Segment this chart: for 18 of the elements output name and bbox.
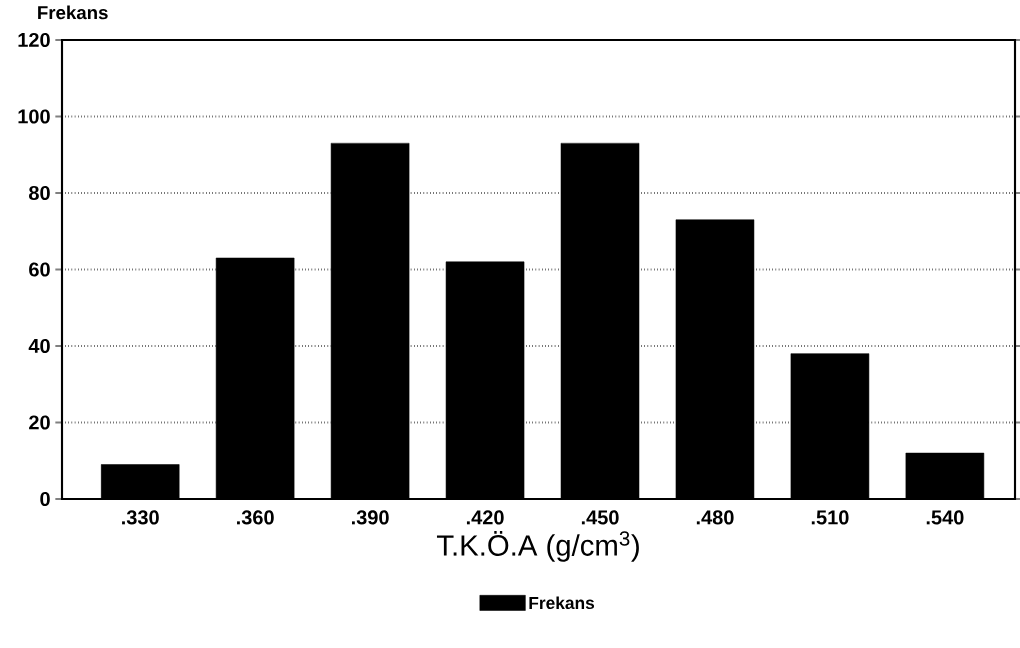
y-tick-label: 80 xyxy=(29,185,50,201)
x-tick-label: .420 xyxy=(466,510,504,525)
y-tick-label: 60 xyxy=(29,262,50,277)
x-tick-label: .480 xyxy=(696,510,734,525)
x-tick-label: .390 xyxy=(351,510,389,525)
y-tick-label: 20 xyxy=(29,415,50,430)
y-tick-label: 120 xyxy=(18,32,50,48)
x-tick-label: .360 xyxy=(237,510,274,525)
y-tick-label: 100 xyxy=(18,109,50,124)
x-tick-label: .450 xyxy=(581,510,619,525)
y-tick-label: 0 xyxy=(40,491,50,507)
y-tick-label: 40 xyxy=(28,338,50,354)
x-tick-label: .330 xyxy=(122,510,159,525)
x-tick-label: .540 xyxy=(926,510,964,525)
y-axis-title: Frekans xyxy=(38,5,108,20)
x-axis-title: T.K.Ö.A (g/cm$^{3}$) xyxy=(436,531,639,562)
legend-label: Frekans xyxy=(529,596,595,610)
x-tick-label: .510 xyxy=(811,510,849,525)
